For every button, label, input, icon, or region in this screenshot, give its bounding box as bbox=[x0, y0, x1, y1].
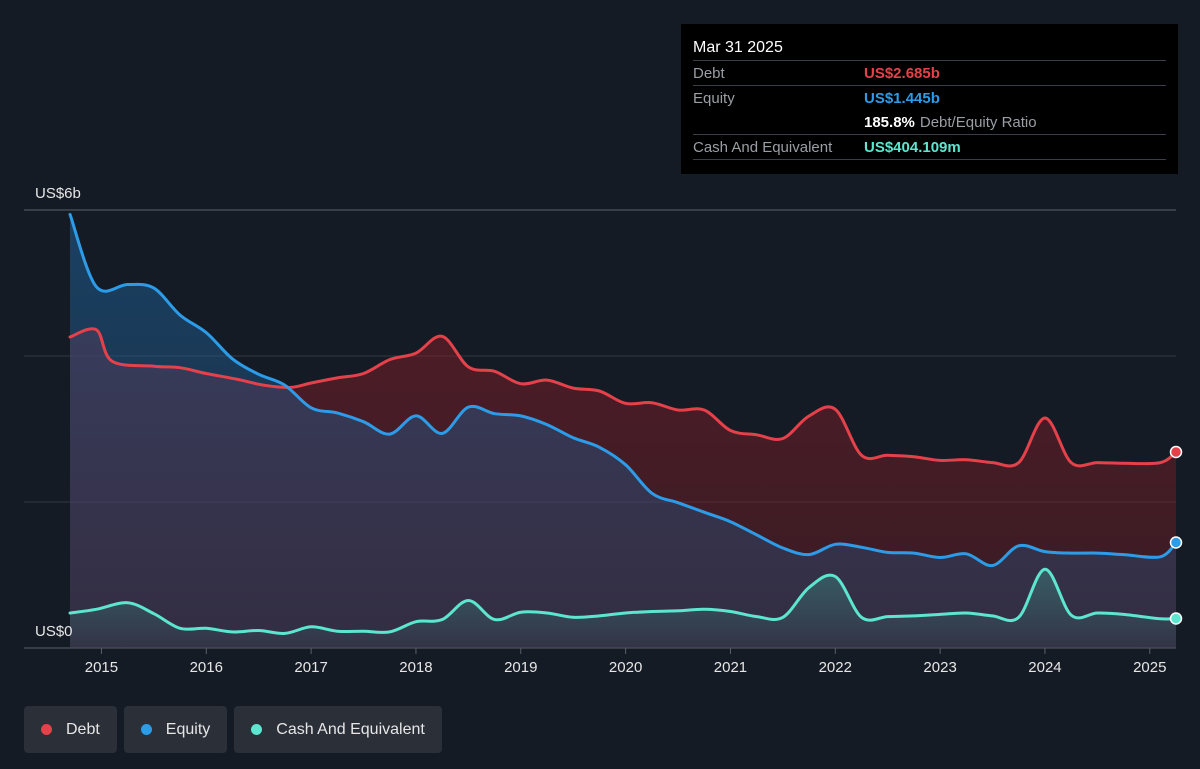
line-cash bbox=[68, 567, 1178, 635]
area-equity bbox=[70, 214, 1176, 648]
area-cash bbox=[70, 569, 1176, 648]
x-tick-label-2020: 2020 bbox=[609, 659, 642, 676]
x-tick-label-2025: 2025 bbox=[1133, 659, 1166, 676]
legend-dot-debt bbox=[41, 724, 52, 735]
legend-dot-equity bbox=[140, 724, 152, 735]
tooltip-date: Mar 31 2025 bbox=[693, 39, 783, 56]
legend-item-equity[interactable]: Equity bbox=[123, 706, 228, 753]
y-axis-bottom-label: US$0 bbox=[35, 623, 73, 640]
tooltip-row-cash: Cash And Equivalent US$404.109m bbox=[693, 134, 1166, 160]
tooltip-row-equity: Equity US$1.445b bbox=[693, 85, 1166, 110]
x-tick-label-2021: 2021 bbox=[714, 659, 747, 676]
x-tick-label-2022: 2022 bbox=[819, 659, 852, 676]
x-tick-label-2018: 2018 bbox=[399, 659, 432, 676]
tooltip-equity-label: Equity bbox=[693, 89, 735, 107]
line-debt bbox=[68, 327, 1178, 468]
legend-dot-cash bbox=[251, 724, 263, 735]
x-tick-label-2023: 2023 bbox=[923, 659, 956, 676]
end-marker-debt[interactable] bbox=[1169, 445, 1183, 459]
series-areas bbox=[70, 214, 1176, 648]
x-tick-label-2015: 2015 bbox=[85, 659, 118, 676]
legend-item-cash[interactable]: Cash And Equivalent bbox=[234, 706, 442, 753]
end-marker-cash[interactable] bbox=[1169, 612, 1183, 625]
hover-tooltip: Mar 31 2025 Debt US$2.685b Equity US$1.4… bbox=[681, 24, 1178, 174]
tooltip-cash-label: Cash And Equivalent bbox=[693, 138, 833, 156]
legend-label-debt: Debt bbox=[66, 720, 100, 738]
tooltip-row-debt: Debt US$2.685b bbox=[693, 60, 1166, 85]
x-tick-label-2016: 2016 bbox=[190, 659, 223, 676]
tooltip-row-ratio: 185.8% Debt/Equity Ratio bbox=[693, 110, 1166, 134]
tooltip-cash-value: US$404.109m bbox=[864, 138, 961, 156]
legend-label-equity: Equity bbox=[165, 720, 211, 738]
tooltip-ratio-value: 185.8% bbox=[864, 113, 915, 131]
x-tick-label-2017: 2017 bbox=[294, 659, 327, 676]
legend-item-debt[interactable]: Debt bbox=[24, 706, 117, 753]
series-lines bbox=[68, 212, 1178, 635]
x-tick-label-2019: 2019 bbox=[504, 659, 537, 676]
y-axis-top-label: US$6b bbox=[35, 185, 81, 202]
chart-legend: Debt Equity Cash And Equivalent bbox=[24, 706, 442, 753]
tooltip-equity-value: US$1.445b bbox=[864, 89, 940, 107]
tooltip-debt-label: Debt bbox=[693, 64, 725, 82]
tooltip-ratio-label: Debt/Equity Ratio bbox=[919, 113, 1037, 131]
line-equity bbox=[68, 212, 1178, 568]
series-end-markers[interactable] bbox=[1169, 445, 1183, 625]
legend-label-cash: Cash And Equivalent bbox=[276, 720, 425, 738]
tooltip-debt-value: US$2.685b bbox=[864, 64, 940, 82]
end-marker-equity[interactable] bbox=[1169, 536, 1183, 549]
x-axis: 2015 2016 2017 2018 2019 2020 2021 2022 2023 2024… bbox=[85, 648, 1166, 676]
x-tick-label-2024: 2024 bbox=[1028, 659, 1061, 676]
